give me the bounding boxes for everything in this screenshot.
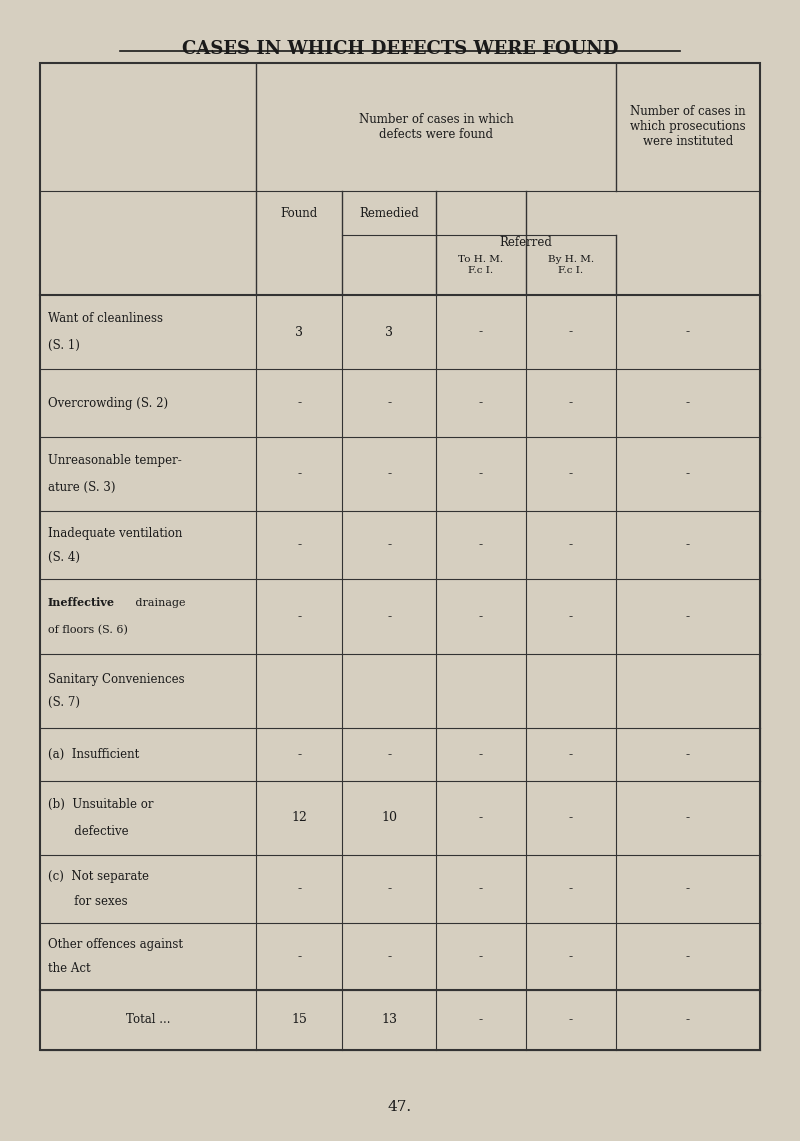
Text: -: - bbox=[569, 468, 573, 480]
Text: Overcrowding (S. 2): Overcrowding (S. 2) bbox=[48, 397, 168, 410]
Text: (S. 1): (S. 1) bbox=[48, 339, 80, 353]
Text: Unreasonable temper-: Unreasonable temper- bbox=[48, 454, 182, 467]
Text: -: - bbox=[387, 397, 391, 410]
Text: -: - bbox=[686, 609, 690, 623]
Text: -: - bbox=[686, 1013, 690, 1026]
Text: 10: 10 bbox=[381, 811, 397, 825]
Text: -: - bbox=[387, 609, 391, 623]
Text: -: - bbox=[569, 882, 573, 896]
Text: 3: 3 bbox=[295, 325, 303, 339]
Text: -: - bbox=[479, 949, 483, 963]
Text: -: - bbox=[479, 882, 483, 896]
Text: -: - bbox=[387, 882, 391, 896]
Text: (c)  Not separate: (c) Not separate bbox=[48, 871, 149, 883]
Text: -: - bbox=[569, 609, 573, 623]
Text: -: - bbox=[569, 811, 573, 825]
Text: 13: 13 bbox=[381, 1013, 397, 1026]
Text: -: - bbox=[686, 397, 690, 410]
Text: -: - bbox=[569, 397, 573, 410]
Text: -: - bbox=[387, 468, 391, 480]
Text: ature (S. 3): ature (S. 3) bbox=[48, 482, 115, 494]
Text: (b)  Unsuitable or: (b) Unsuitable or bbox=[48, 798, 154, 811]
Text: defective: defective bbox=[48, 825, 129, 837]
Text: for sexes: for sexes bbox=[48, 895, 128, 907]
Text: -: - bbox=[479, 539, 483, 551]
Text: (S. 7): (S. 7) bbox=[48, 696, 80, 709]
Text: -: - bbox=[569, 1013, 573, 1026]
Text: -: - bbox=[686, 811, 690, 825]
Text: (a)  Insufficient: (a) Insufficient bbox=[48, 748, 139, 761]
Text: -: - bbox=[297, 397, 302, 410]
Text: 12: 12 bbox=[291, 811, 307, 825]
Text: CASES IN WHICH DEFECTS WERE FOUND: CASES IN WHICH DEFECTS WERE FOUND bbox=[182, 40, 618, 58]
Text: the Act: the Act bbox=[48, 962, 90, 974]
Text: Remedied: Remedied bbox=[359, 207, 419, 220]
Text: -: - bbox=[479, 1013, 483, 1026]
Text: 47.: 47. bbox=[388, 1100, 412, 1114]
Text: -: - bbox=[479, 609, 483, 623]
Text: -: - bbox=[297, 882, 302, 896]
Text: Total ...: Total ... bbox=[126, 1013, 170, 1026]
Text: Inadequate ventilation: Inadequate ventilation bbox=[48, 526, 182, 540]
Text: 15: 15 bbox=[291, 1013, 307, 1026]
Text: -: - bbox=[569, 949, 573, 963]
Text: -: - bbox=[479, 811, 483, 825]
Text: -: - bbox=[297, 468, 302, 480]
Text: -: - bbox=[297, 539, 302, 551]
Text: -: - bbox=[569, 325, 573, 339]
Text: -: - bbox=[686, 468, 690, 480]
Text: Number of cases in which
defects were found: Number of cases in which defects were fo… bbox=[358, 113, 514, 140]
Text: -: - bbox=[569, 539, 573, 551]
Text: Want of cleanliness: Want of cleanliness bbox=[48, 313, 163, 325]
Text: Number of cases in
which prosecutions
were instituted: Number of cases in which prosecutions we… bbox=[630, 105, 746, 148]
Text: (S. 4): (S. 4) bbox=[48, 551, 80, 564]
Text: -: - bbox=[569, 748, 573, 761]
Text: -: - bbox=[479, 748, 483, 761]
Text: Ineffective: Ineffective bbox=[48, 597, 115, 608]
Text: -: - bbox=[297, 748, 302, 761]
Text: -: - bbox=[387, 949, 391, 963]
Text: of floors (S. 6): of floors (S. 6) bbox=[48, 624, 128, 634]
Text: Referred: Referred bbox=[499, 236, 553, 250]
Text: To H. M.
F.c I.: To H. M. F.c I. bbox=[458, 256, 503, 275]
Text: -: - bbox=[686, 882, 690, 896]
Text: drainage: drainage bbox=[131, 598, 185, 608]
Text: -: - bbox=[387, 539, 391, 551]
Text: -: - bbox=[479, 325, 483, 339]
Text: -: - bbox=[686, 949, 690, 963]
Text: -: - bbox=[686, 539, 690, 551]
Text: -: - bbox=[479, 468, 483, 480]
Text: Found: Found bbox=[281, 207, 318, 220]
Text: Sanitary Conveniences: Sanitary Conveniences bbox=[48, 673, 185, 686]
Text: -: - bbox=[479, 397, 483, 410]
Text: -: - bbox=[686, 325, 690, 339]
Text: -: - bbox=[297, 609, 302, 623]
Text: Other offences against: Other offences against bbox=[48, 938, 183, 950]
Text: By H. M.
F.c I.: By H. M. F.c I. bbox=[548, 256, 594, 275]
Text: -: - bbox=[686, 748, 690, 761]
Text: -: - bbox=[387, 748, 391, 761]
Text: 3: 3 bbox=[386, 325, 394, 339]
Text: -: - bbox=[297, 949, 302, 963]
